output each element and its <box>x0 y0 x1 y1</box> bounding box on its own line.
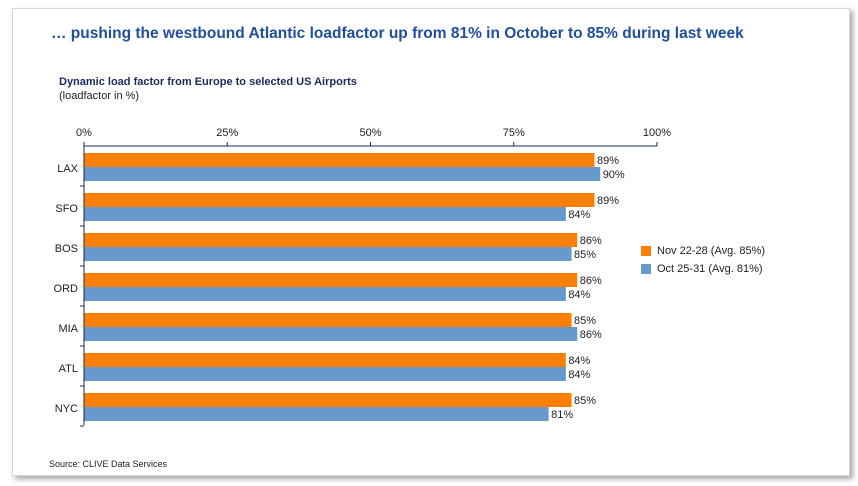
legend-label-oct: Oct 25-31 (Avg. 81%) <box>657 263 763 275</box>
bar-mia-series-0 <box>84 313 572 327</box>
data-label: 86% <box>580 275 602 287</box>
data-label: 86% <box>580 329 602 341</box>
data-label: 81% <box>551 409 573 421</box>
chart-title: Dynamic load factor from Europe to selec… <box>59 76 357 88</box>
x-tick-label: 100% <box>643 127 671 139</box>
bar-atl-series-1 <box>84 367 566 381</box>
data-label: 84% <box>568 289 590 301</box>
chart-subtitle: (loadfactor in %) <box>59 90 140 102</box>
legend: Nov 22-28 (Avg. 85%) Oct 25-31 (Avg. 81%… <box>641 242 765 278</box>
category-label-sfo: SFO <box>55 203 78 215</box>
legend-swatch-oct <box>641 264 651 274</box>
bar-sfo-series-0 <box>84 193 595 207</box>
bar-bos-series-0 <box>84 233 578 247</box>
source-note: Source: CLIVE Data Services <box>49 459 168 469</box>
legend-label-nov: Nov 22-28 (Avg. 85%) <box>657 245 766 257</box>
category-label-nyc: NYC <box>55 403 78 415</box>
x-tick-label: 0% <box>76 127 92 139</box>
bar-sfo-series-1 <box>84 207 566 221</box>
bar-ord-series-0 <box>84 273 578 287</box>
x-tick-label: 50% <box>359 127 381 139</box>
bar-nyc-series-0 <box>84 393 572 407</box>
data-label: 84% <box>568 369 590 381</box>
data-label: 84% <box>568 355 590 367</box>
data-label: 89% <box>597 195 619 207</box>
slide: … pushing the westbound Atlantic loadfac… <box>12 8 850 476</box>
data-label: 85% <box>574 315 596 327</box>
category-label-ord: ORD <box>54 283 79 295</box>
legend-swatch-nov <box>641 246 651 256</box>
bar-lax-series-1 <box>84 167 601 181</box>
category-label-bos: BOS <box>55 243 78 255</box>
data-label: 85% <box>574 249 596 261</box>
legend-item-nov: Nov 22-28 (Avg. 85%) <box>641 242 765 260</box>
bar-ord-series-1 <box>84 287 566 301</box>
bar-chart: 0% 25% 50% 75% 100% LAX 89% 90% SFO 89% 84% BOS 86% 8… <box>54 127 671 427</box>
data-label: 85% <box>574 395 596 407</box>
legend-item-oct: Oct 25-31 (Avg. 81%) <box>641 260 765 278</box>
bar-atl-series-0 <box>84 353 566 367</box>
category-label-mia: MIA <box>58 323 78 335</box>
data-label: 86% <box>580 235 602 247</box>
bar-nyc-series-1 <box>84 407 549 421</box>
bar-bos-series-1 <box>84 247 572 261</box>
data-label: 90% <box>603 169 625 181</box>
data-label: 89% <box>597 155 619 167</box>
x-tick-label: 75% <box>503 127 525 139</box>
headline: … pushing the westbound Atlantic loadfac… <box>51 25 744 42</box>
data-label: 84% <box>568 209 590 221</box>
category-label-atl: ATL <box>59 363 78 375</box>
category-label-lax: LAX <box>57 163 78 175</box>
bar-mia-series-1 <box>84 327 578 341</box>
x-tick-label: 25% <box>216 127 238 139</box>
bar-lax-series-0 <box>84 153 595 167</box>
